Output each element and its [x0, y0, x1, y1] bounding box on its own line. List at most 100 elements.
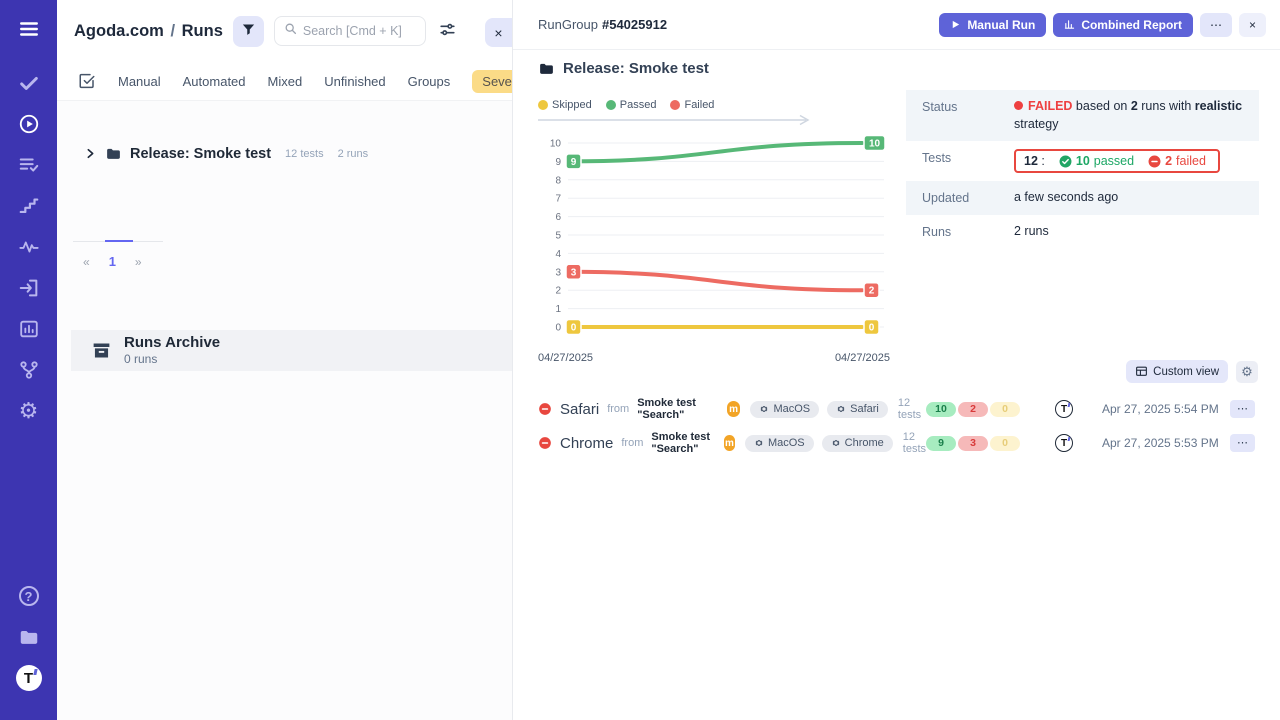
close-rungroup-button[interactable]: × — [1238, 12, 1266, 37]
tests-total-group: 12 : — [1024, 154, 1045, 168]
skipped-pill: 0 — [990, 435, 1020, 451]
tests-passed: 10 passed — [1059, 154, 1134, 168]
legend-failed[interactable]: Failed — [670, 99, 714, 111]
check-circle-icon — [1059, 155, 1072, 167]
status-label: Status — [922, 100, 958, 114]
chevron-right-icon[interactable] — [84, 147, 97, 160]
settings-icon[interactable]: ⚙ — [18, 398, 39, 423]
logo-accent — [1067, 403, 1071, 407]
run-avatar-cell: T — [1026, 400, 1102, 418]
tab-groups[interactable]: Groups — [407, 73, 451, 89]
manual-mode-badge: m — [724, 435, 735, 451]
branch-icon[interactable] — [16, 357, 42, 383]
archive-subtitle: 0 runs — [124, 351, 158, 366]
passed-count: 10 — [1075, 154, 1090, 168]
projects-icon[interactable] — [16, 624, 42, 650]
legend-skipped-label: Skipped — [552, 99, 592, 111]
sliders-button[interactable] — [436, 19, 460, 43]
menu-icon[interactable] — [16, 16, 42, 42]
logo-accent — [1067, 437, 1071, 441]
env-label: MacOS — [767, 437, 805, 449]
runs-trend-chart: Skipped Passed Failed 0 1 2 3 4 5 6 7 8 9 10 0 0 9 10 3… — [538, 97, 894, 374]
failed-status-icon — [539, 437, 551, 449]
run-row-safari[interactable]: Safari from Smoke test "Search" m MacOS … — [538, 392, 1266, 426]
pagination-controls: « 1 » — [73, 254, 193, 269]
select-runs-icon[interactable] — [78, 72, 96, 90]
tab-manual[interactable]: Manual — [118, 73, 161, 89]
filter-button[interactable] — [232, 15, 264, 47]
pagination-active-indicator — [105, 240, 133, 242]
run-name[interactable]: Chrome — [560, 434, 614, 452]
run-tests-count: 12 tests — [897, 397, 922, 421]
search-icon — [284, 22, 297, 40]
import-icon[interactable] — [16, 275, 42, 301]
run-name[interactable]: Safari — [560, 400, 600, 418]
failed-count: 2 — [1165, 154, 1173, 168]
runs-archive-item[interactable]: Runs Archive 0 runs — [71, 330, 512, 371]
check-icon[interactable] — [16, 70, 42, 96]
run-group-title[interactable]: Release: Smoke test — [130, 145, 272, 162]
svg-text:0: 0 — [869, 323, 875, 334]
run-group-tree-item[interactable]: Release: Smoke test 12 tests 2 runs — [84, 145, 368, 162]
tab-mixed[interactable]: Mixed — [267, 73, 303, 89]
status-strategy: realistic — [1194, 99, 1243, 113]
custom-view-row: Custom view ⚙ — [1126, 360, 1258, 383]
tab-automated[interactable]: Automated — [182, 73, 246, 89]
rungroup-header: RunGroup #54025912 Manual Run Combined R… — [513, 0, 1280, 50]
pagination-next-button[interactable]: » — [134, 254, 142, 269]
legend-passed[interactable]: Passed — [605, 99, 657, 111]
report-icon[interactable] — [16, 316, 42, 342]
failed-pill: 3 — [958, 435, 988, 451]
minus-circle-icon — [1148, 155, 1161, 167]
manual-run-button[interactable]: Manual Run — [939, 12, 1047, 37]
panel-close-button[interactable]: × — [485, 18, 512, 47]
legend-skipped[interactable]: Skipped — [538, 99, 592, 111]
run-from: from — [607, 403, 630, 415]
run-count-pills: 9 3 0 — [926, 435, 1026, 451]
search-box[interactable] — [273, 16, 426, 46]
sidebar: ⚙ ? T — [0, 0, 57, 720]
svg-text:9: 9 — [555, 157, 561, 168]
testomat-logo[interactable]: T — [15, 665, 42, 691]
tests-total: 12 — [1024, 154, 1038, 168]
svg-text:3: 3 — [571, 267, 577, 278]
svg-text:9: 9 — [571, 157, 577, 168]
steps-icon[interactable] — [16, 193, 42, 219]
play-circle-icon[interactable] — [16, 111, 42, 137]
breadcrumb-separator: / — [170, 21, 176, 40]
run-more-button[interactable]: ⋯ — [1230, 434, 1255, 452]
passed-pill: 9 — [926, 435, 956, 451]
activity-icon[interactable] — [16, 234, 42, 260]
run-from: from — [621, 437, 644, 449]
env-badge-macos: MacOS — [750, 400, 820, 418]
breadcrumb-project[interactable]: Agoda.com — [74, 21, 164, 40]
trend-arrow-icon — [538, 114, 810, 126]
legend-passed-label: Passed — [619, 99, 657, 111]
help-icon[interactable]: ? — [16, 583, 42, 609]
tab-unfinished[interactable]: Unfinished — [324, 73, 386, 89]
archive-title: Runs Archive — [124, 334, 221, 352]
pagination-track — [73, 240, 163, 242]
search-input[interactable] — [302, 24, 416, 38]
svg-text:7: 7 — [555, 194, 561, 205]
svg-text:6: 6 — [555, 212, 561, 223]
run-row-chrome[interactable]: Chrome from Smoke test "Search" m MacOS … — [538, 426, 1266, 460]
status-row: Status FAILED based on 2 runs with reali… — [906, 90, 1259, 141]
manual-mode-badge: m — [726, 401, 741, 417]
custom-view-button[interactable]: Custom view — [1126, 360, 1228, 383]
pagination-page-1[interactable]: 1 — [108, 254, 116, 269]
tests-colon: : — [1041, 154, 1045, 168]
pagination-prev-button[interactable]: « — [83, 254, 90, 269]
run-more-button[interactable]: ⋯ — [1230, 400, 1255, 418]
testomat-avatar: T — [1055, 434, 1073, 452]
tests-failed: 2 failed — [1148, 154, 1206, 168]
updated-label: Updated — [922, 191, 970, 205]
combined-report-button[interactable]: Combined Report — [1053, 12, 1193, 37]
list-check-icon[interactable] — [16, 152, 42, 178]
rungroup-id: #54025912 — [601, 17, 668, 32]
view-settings-button[interactable]: ⚙ — [1236, 360, 1258, 383]
chart-legend: Skipped Passed Failed — [538, 97, 894, 113]
runs-value: 2 runs — [1014, 223, 1049, 238]
more-actions-button[interactable]: ⋯ — [1199, 12, 1232, 37]
